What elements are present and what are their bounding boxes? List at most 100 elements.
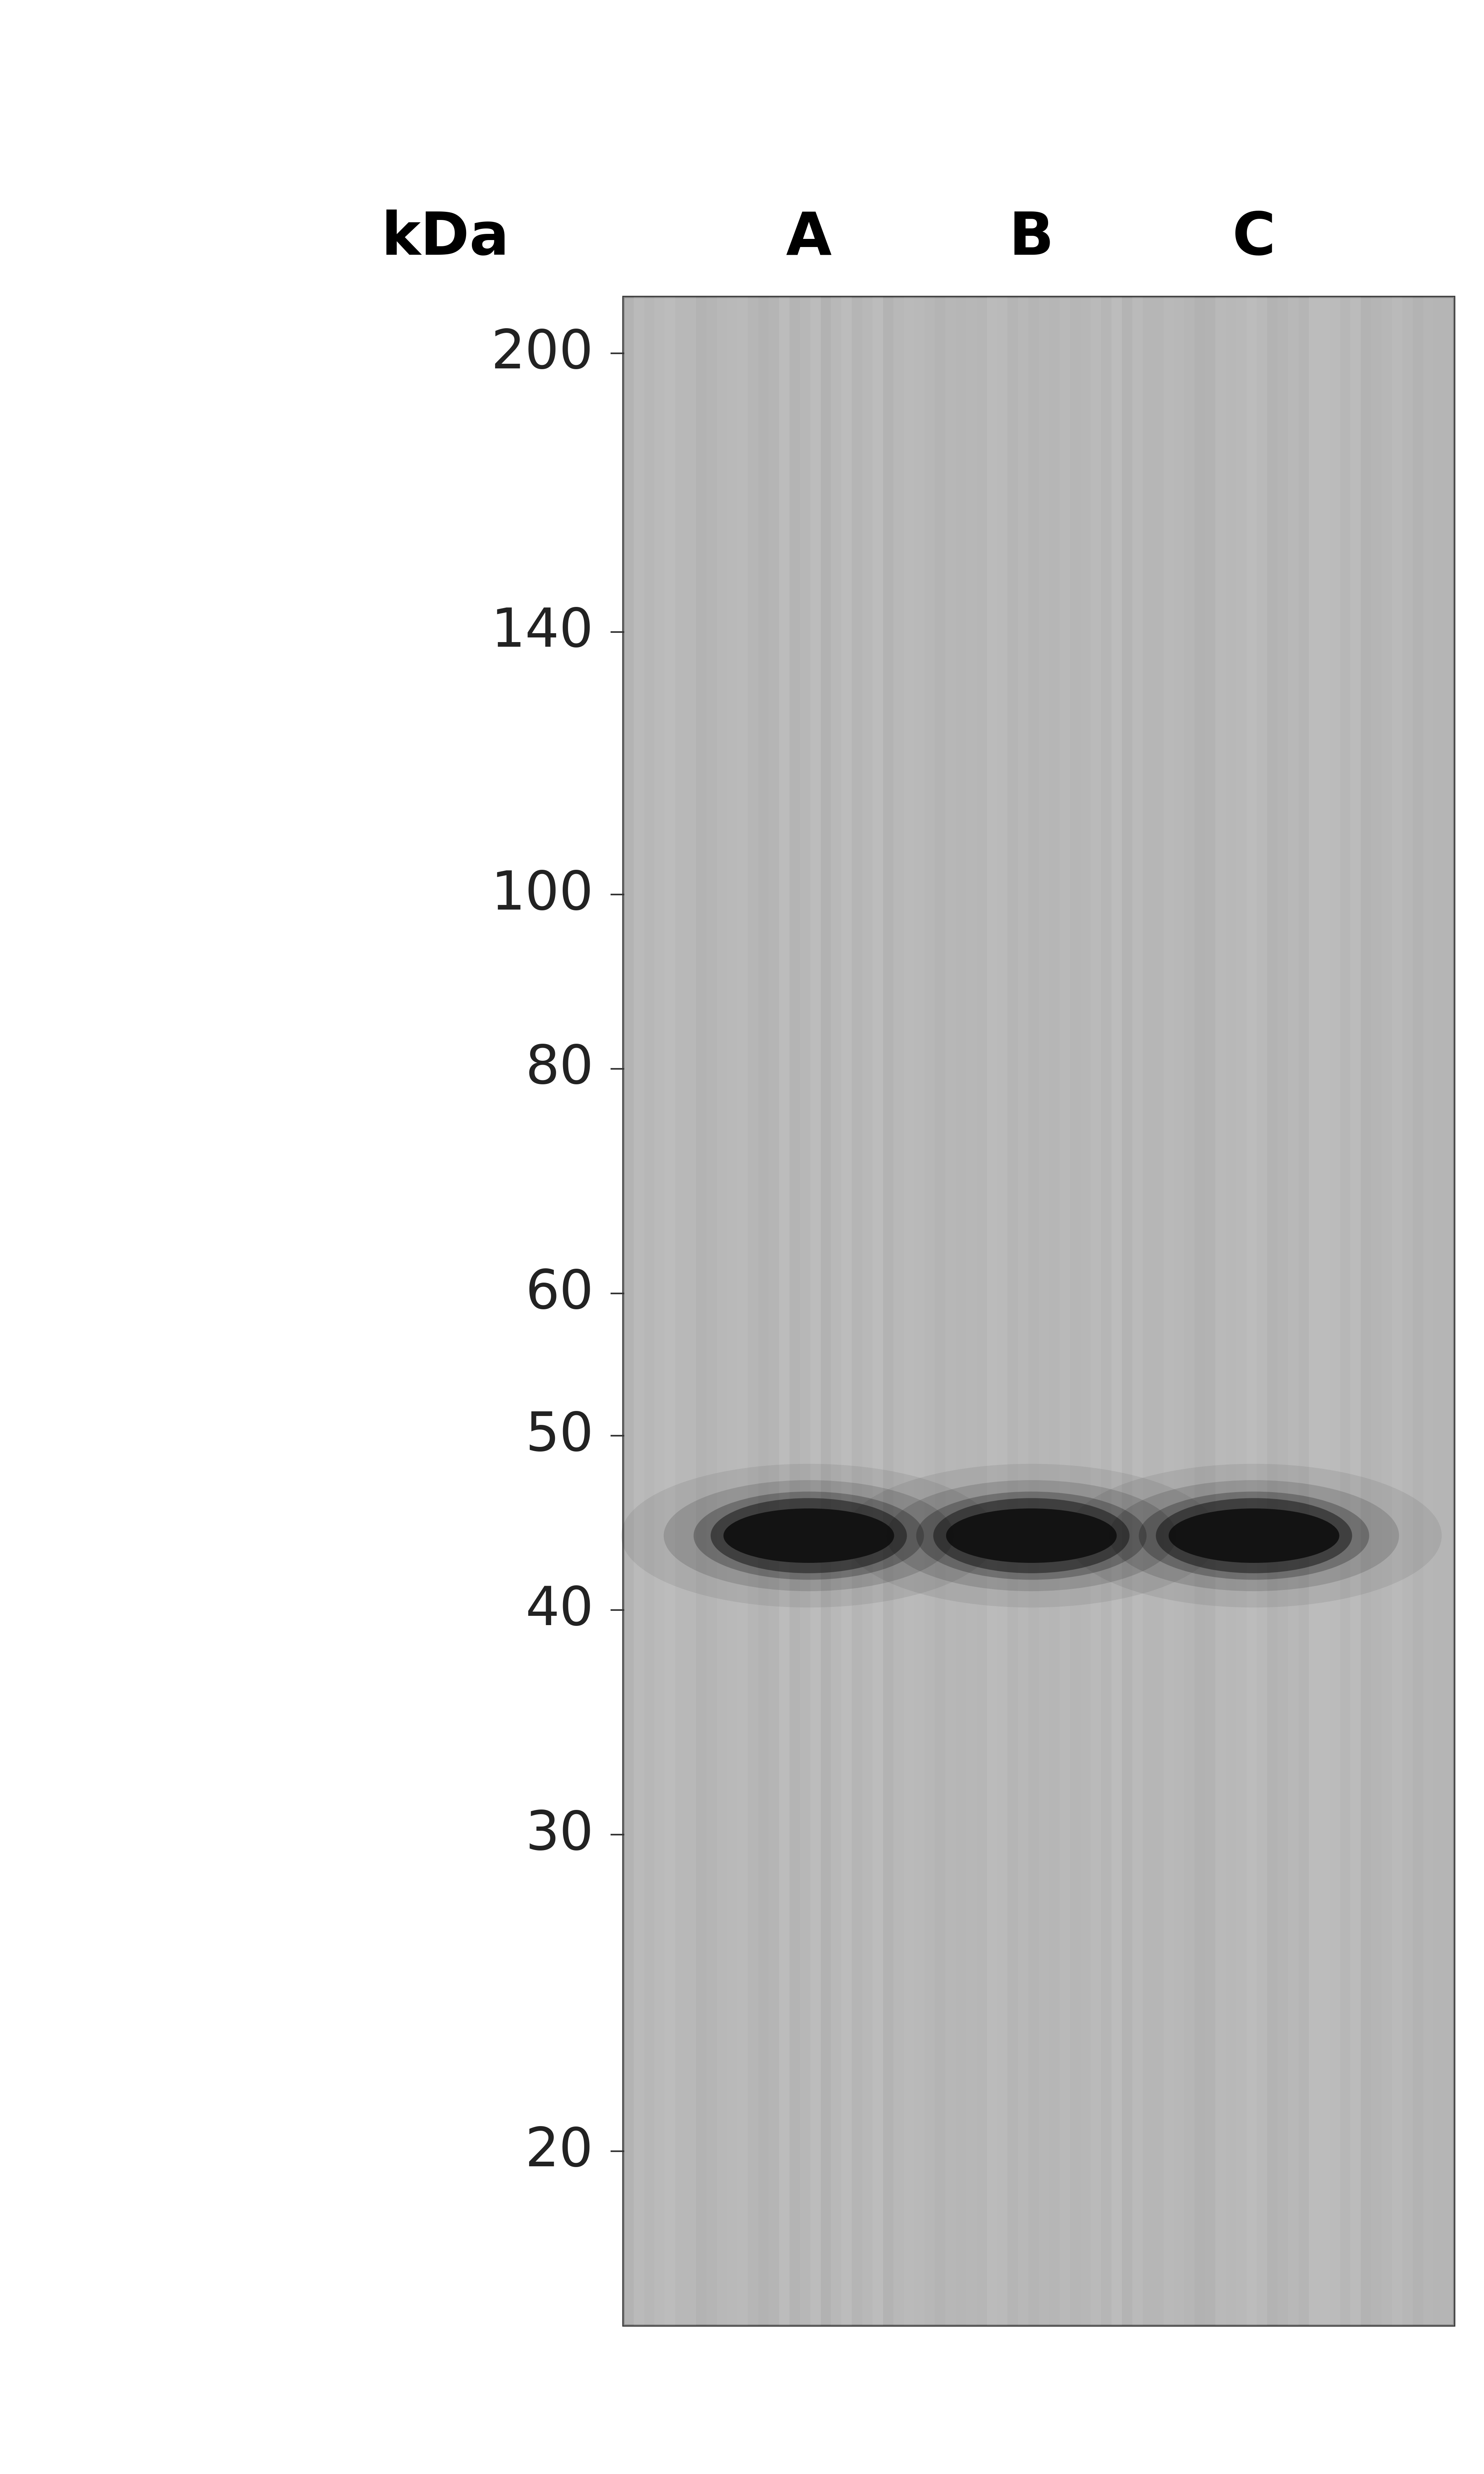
Bar bbox=[1091, 297, 1101, 2326]
Bar bbox=[841, 297, 852, 2326]
Text: C: C bbox=[1232, 210, 1276, 267]
Bar bbox=[1392, 297, 1402, 2326]
Ellipse shape bbox=[1109, 1479, 1399, 1591]
Bar bbox=[1382, 297, 1392, 2326]
Bar bbox=[696, 297, 706, 2326]
Ellipse shape bbox=[663, 1479, 954, 1591]
Bar bbox=[1122, 297, 1132, 2326]
Bar bbox=[831, 297, 841, 2326]
Ellipse shape bbox=[933, 1499, 1129, 1573]
Bar bbox=[675, 297, 686, 2326]
Text: 60: 60 bbox=[525, 1267, 594, 1319]
Ellipse shape bbox=[711, 1499, 907, 1573]
Bar bbox=[1371, 297, 1382, 2326]
Bar bbox=[800, 297, 810, 2326]
Bar bbox=[1267, 297, 1278, 2326]
Bar bbox=[1101, 297, 1112, 2326]
Bar bbox=[1298, 297, 1309, 2326]
Bar bbox=[623, 297, 634, 2326]
Bar bbox=[987, 297, 997, 2326]
Bar bbox=[1070, 297, 1080, 2326]
Bar bbox=[1278, 297, 1288, 2326]
Bar bbox=[1018, 297, 1028, 2326]
Bar bbox=[1350, 297, 1361, 2326]
Bar bbox=[852, 297, 862, 2326]
Ellipse shape bbox=[724, 1509, 893, 1564]
Bar bbox=[1402, 297, 1413, 2326]
Bar bbox=[623, 297, 1454, 2326]
Bar bbox=[1195, 297, 1205, 2326]
Bar bbox=[873, 297, 883, 2326]
Text: B: B bbox=[1009, 210, 1054, 267]
Bar bbox=[997, 297, 1008, 2326]
Text: 80: 80 bbox=[525, 1042, 594, 1096]
Bar bbox=[956, 297, 966, 2326]
Ellipse shape bbox=[916, 1492, 1147, 1581]
Bar bbox=[1008, 297, 1018, 2326]
Bar bbox=[769, 297, 779, 2326]
Bar bbox=[1413, 297, 1423, 2326]
Bar bbox=[1236, 297, 1247, 2326]
Bar bbox=[810, 297, 821, 2326]
Bar bbox=[976, 297, 987, 2326]
Text: 30: 30 bbox=[525, 1808, 594, 1860]
Bar bbox=[706, 297, 717, 2326]
Bar bbox=[1153, 297, 1163, 2326]
Bar bbox=[904, 297, 914, 2326]
Bar bbox=[1226, 297, 1236, 2326]
Bar bbox=[1132, 297, 1143, 2326]
Ellipse shape bbox=[843, 1465, 1220, 1608]
Bar bbox=[748, 297, 758, 2326]
Bar bbox=[1060, 297, 1070, 2326]
Bar bbox=[1205, 297, 1215, 2326]
Bar bbox=[1112, 297, 1122, 2326]
Text: A: A bbox=[787, 210, 831, 267]
Bar bbox=[966, 297, 976, 2326]
Bar bbox=[738, 297, 748, 2326]
Bar bbox=[717, 297, 727, 2326]
Bar bbox=[727, 297, 738, 2326]
Bar bbox=[1361, 297, 1371, 2326]
Bar bbox=[1215, 297, 1226, 2326]
Bar bbox=[1184, 297, 1195, 2326]
Bar bbox=[925, 297, 935, 2326]
Ellipse shape bbox=[693, 1492, 925, 1581]
Bar bbox=[654, 297, 665, 2326]
Ellipse shape bbox=[1066, 1465, 1441, 1608]
Bar bbox=[883, 297, 893, 2326]
Bar bbox=[1309, 297, 1319, 2326]
Ellipse shape bbox=[1168, 1509, 1339, 1564]
Text: 140: 140 bbox=[491, 606, 594, 658]
Text: 100: 100 bbox=[491, 868, 594, 920]
Bar bbox=[1288, 297, 1298, 2326]
Bar bbox=[1423, 297, 1434, 2326]
Bar bbox=[789, 297, 800, 2326]
Bar bbox=[1174, 297, 1184, 2326]
Ellipse shape bbox=[620, 1465, 997, 1608]
Bar bbox=[914, 297, 925, 2326]
Bar bbox=[862, 297, 873, 2326]
Bar bbox=[1247, 297, 1257, 2326]
Ellipse shape bbox=[886, 1479, 1177, 1591]
Bar bbox=[945, 297, 956, 2326]
Text: 200: 200 bbox=[491, 327, 594, 379]
Bar bbox=[1143, 297, 1153, 2326]
Bar bbox=[1039, 297, 1049, 2326]
Bar bbox=[1434, 297, 1444, 2326]
Bar bbox=[779, 297, 789, 2326]
Bar bbox=[1163, 297, 1174, 2326]
Bar bbox=[1444, 297, 1454, 2326]
Text: 40: 40 bbox=[525, 1583, 594, 1635]
Bar bbox=[634, 297, 644, 2326]
Text: 20: 20 bbox=[525, 2125, 594, 2177]
Text: 50: 50 bbox=[525, 1410, 594, 1462]
Bar bbox=[1330, 297, 1340, 2326]
Bar bbox=[686, 297, 696, 2326]
Text: kDa: kDa bbox=[381, 210, 509, 267]
Bar bbox=[758, 297, 769, 2326]
Bar bbox=[821, 297, 831, 2326]
Bar bbox=[1319, 297, 1330, 2326]
Bar bbox=[935, 297, 945, 2326]
Ellipse shape bbox=[945, 1509, 1117, 1564]
Bar bbox=[665, 297, 675, 2326]
